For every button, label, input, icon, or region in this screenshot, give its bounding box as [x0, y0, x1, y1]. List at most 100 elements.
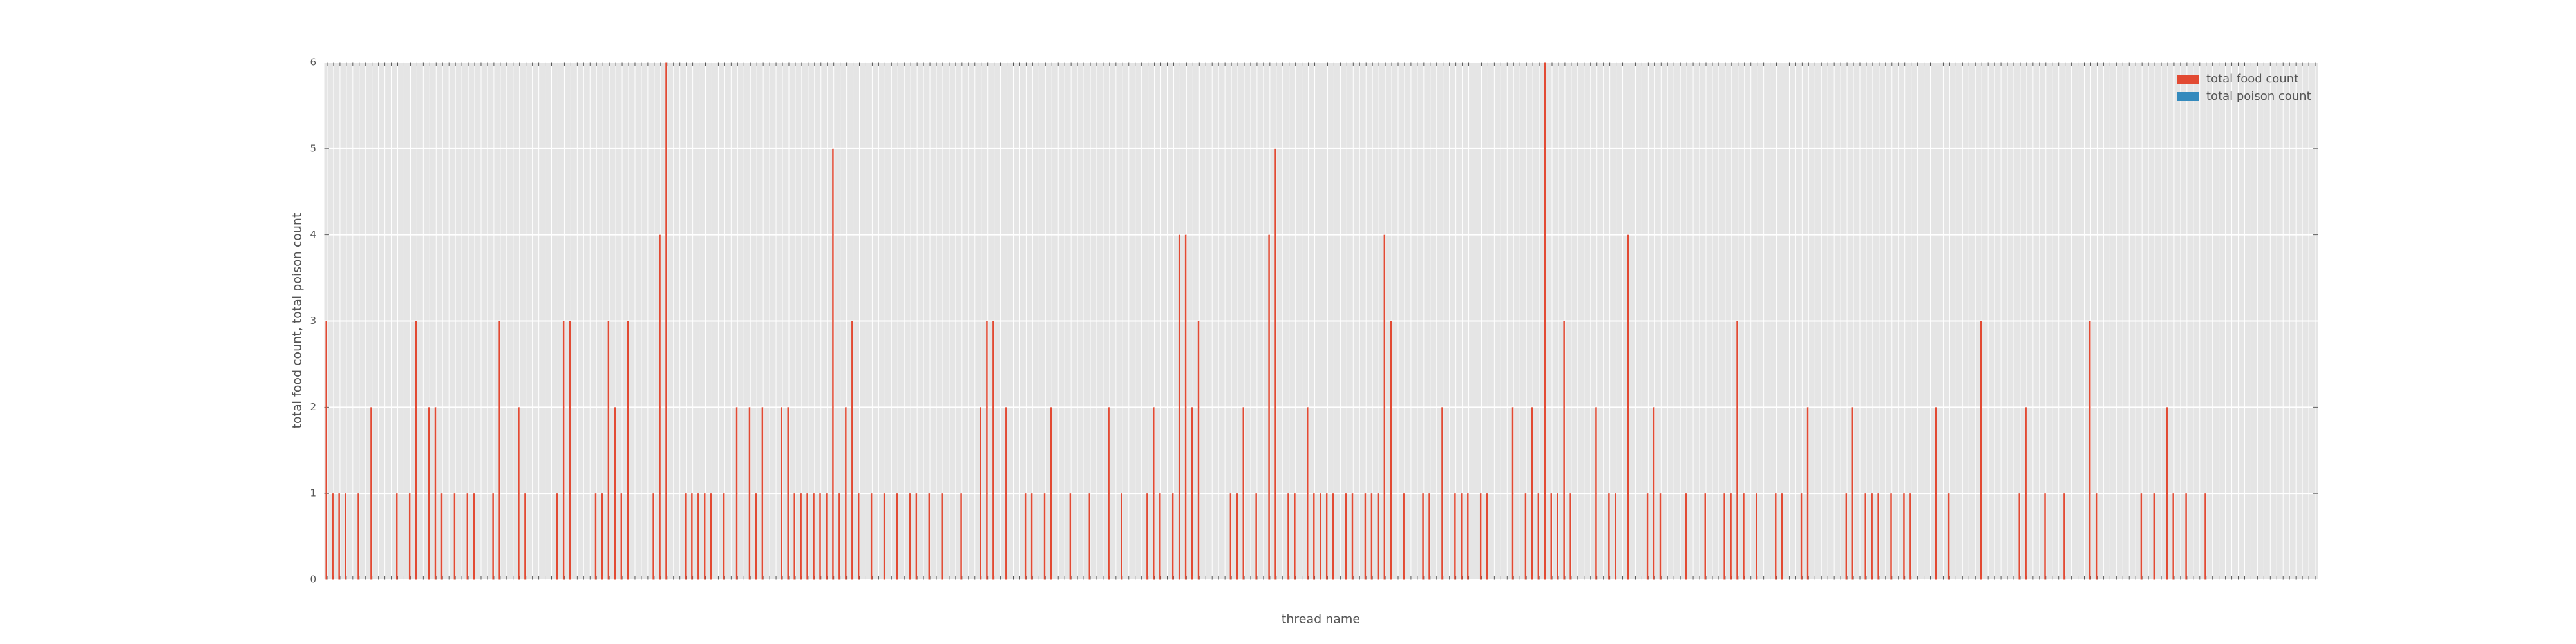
- bar: [556, 493, 558, 580]
- bar: [562, 321, 565, 580]
- bar: [1537, 493, 1540, 580]
- bar: [620, 493, 623, 580]
- bar: [1544, 62, 1546, 580]
- bar: [1704, 493, 1706, 580]
- y-tick-label: 4: [310, 229, 316, 240]
- bar: [440, 493, 443, 580]
- bar: [748, 407, 751, 580]
- bar: [1146, 493, 1148, 580]
- bar: [793, 493, 795, 580]
- y-tick-label: 0: [310, 574, 316, 585]
- y-tick-label: 1: [310, 488, 316, 499]
- bar: [1108, 407, 1110, 580]
- bar: [1781, 493, 1783, 580]
- bar: [2204, 493, 2206, 580]
- y-tick-label: 3: [310, 315, 316, 327]
- bar: [1364, 493, 1367, 580]
- bar: [2088, 321, 2091, 580]
- bar: [1255, 493, 1257, 580]
- bar: [1351, 493, 1354, 580]
- bar: [1723, 493, 1725, 580]
- bar: [1153, 407, 1155, 580]
- bar: [1730, 493, 1732, 580]
- bar: [851, 321, 853, 580]
- bar: [1736, 321, 1738, 580]
- bar: [1268, 234, 1270, 580]
- bar: [659, 234, 661, 580]
- bar: [1320, 493, 1321, 580]
- bar: [685, 493, 687, 580]
- x-axis-label: thread name: [1282, 612, 1360, 627]
- bar: [345, 493, 346, 580]
- bar: [1178, 234, 1180, 580]
- bar: [735, 407, 738, 580]
- bar: [1043, 493, 1046, 580]
- bar: [332, 493, 334, 580]
- bar: [1422, 493, 1424, 580]
- bar: [473, 493, 475, 580]
- bar: [2095, 493, 2098, 580]
- bar: [1121, 493, 1122, 580]
- bar: [627, 321, 629, 580]
- y-tick-label: 6: [310, 57, 316, 68]
- bar: [1557, 493, 1558, 580]
- bar: [428, 407, 430, 580]
- bar: [1877, 493, 1879, 580]
- bar: [1184, 234, 1187, 580]
- bar: [1756, 493, 1757, 580]
- bar: [2166, 407, 2168, 580]
- bar: [870, 493, 873, 580]
- bar: [845, 407, 847, 580]
- bar: [838, 493, 840, 580]
- bar: [652, 493, 654, 580]
- bar: [408, 493, 411, 580]
- bar: [325, 321, 327, 580]
- bar: [665, 62, 667, 580]
- bar: [518, 407, 520, 580]
- bar: [909, 493, 911, 580]
- bar: [1332, 493, 1334, 580]
- legend: total food count total poison count: [2177, 72, 2311, 103]
- bar: [1069, 493, 1072, 580]
- bar: [1806, 407, 1809, 580]
- bar: [1325, 493, 1328, 580]
- bar: [832, 148, 834, 580]
- bar: [466, 493, 469, 580]
- bar: [1313, 493, 1315, 580]
- bar: [1909, 493, 1911, 580]
- bar: [370, 407, 372, 580]
- bar: [569, 321, 571, 580]
- bar: [1524, 493, 1527, 580]
- bar: [1511, 407, 1514, 580]
- bar: [1377, 493, 1379, 580]
- bar: [1646, 493, 1649, 580]
- bar: [1159, 493, 1161, 580]
- bar: [415, 321, 417, 580]
- bar: [761, 407, 764, 580]
- bar: [1370, 493, 1373, 580]
- bar: [1486, 493, 1488, 580]
- bar: [800, 493, 802, 580]
- bar: [2063, 493, 2065, 580]
- bar: [524, 493, 526, 580]
- bar: [1947, 493, 1950, 580]
- bar: [1024, 493, 1027, 580]
- bar: [601, 493, 603, 580]
- bar: [2185, 493, 2187, 580]
- plot-frame: [323, 62, 2319, 580]
- bar: [1467, 493, 1469, 580]
- bar: [2153, 493, 2155, 580]
- bar: [2140, 493, 2143, 580]
- y-axis-label: total food count, total poison count: [290, 213, 305, 429]
- bar: [1383, 234, 1386, 580]
- bar: [896, 493, 898, 580]
- bar: [1307, 407, 1309, 580]
- bar: [980, 407, 981, 580]
- bar: [1345, 493, 1347, 580]
- bar: [434, 407, 437, 580]
- bar: [1980, 321, 1982, 580]
- bar: [1595, 407, 1597, 580]
- bar: [915, 493, 918, 580]
